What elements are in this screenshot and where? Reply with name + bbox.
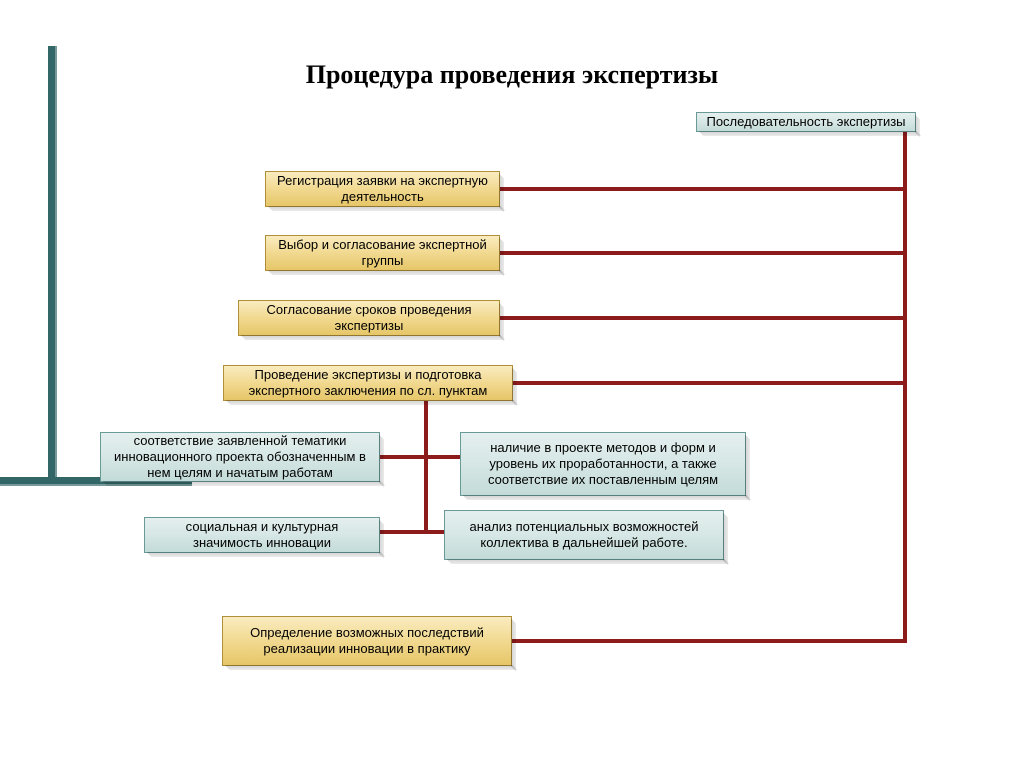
step-label: Регистрация заявки на экспертную деятель… [272,173,493,206]
child-label: социальная и культурная значимость иннов… [151,519,373,552]
step-label: Определение возможных последствий реализ… [229,625,505,658]
root-label: Последовательность экспертизы [706,114,905,130]
step-label: Согласование сроков проведения экспертиз… [245,302,493,335]
step-node: Проведение экспертизы и подготовка экспе… [223,365,513,401]
connector [513,381,903,385]
decor-left-bar [48,46,57,484]
child-label: соответствие заявленной тематики инновац… [107,433,373,482]
root-node: Последовательность экспертизы [696,112,916,132]
connector [424,401,428,532]
page-title: Процедура проведения экспертизы [0,60,1024,90]
step-node: Согласование сроков проведения экспертиз… [238,300,500,336]
step-label: Выбор и согласование экспертной группы [272,237,493,270]
child-label: наличие в проекте методов и форм и урове… [467,440,739,489]
child-node: социальная и культурная значимость иннов… [144,517,380,553]
child-node: анализ потенциальных возможностей коллек… [444,510,724,560]
connector [903,131,907,642]
connector [380,530,444,534]
child-node: наличие в проекте методов и форм и урове… [460,432,746,496]
step-node: Выбор и согласование экспертной группы [265,235,500,271]
step-label: Проведение экспертизы и подготовка экспе… [230,367,506,400]
connector [500,187,903,191]
step-node: Регистрация заявки на экспертную деятель… [265,171,500,207]
connector [500,316,903,320]
child-node: соответствие заявленной тематики инновац… [100,432,380,482]
child-label: анализ потенциальных возможностей коллек… [451,519,717,552]
connector [380,455,460,459]
connector [512,639,907,643]
step-node: Определение возможных последствий реализ… [222,616,512,666]
connector [500,251,903,255]
